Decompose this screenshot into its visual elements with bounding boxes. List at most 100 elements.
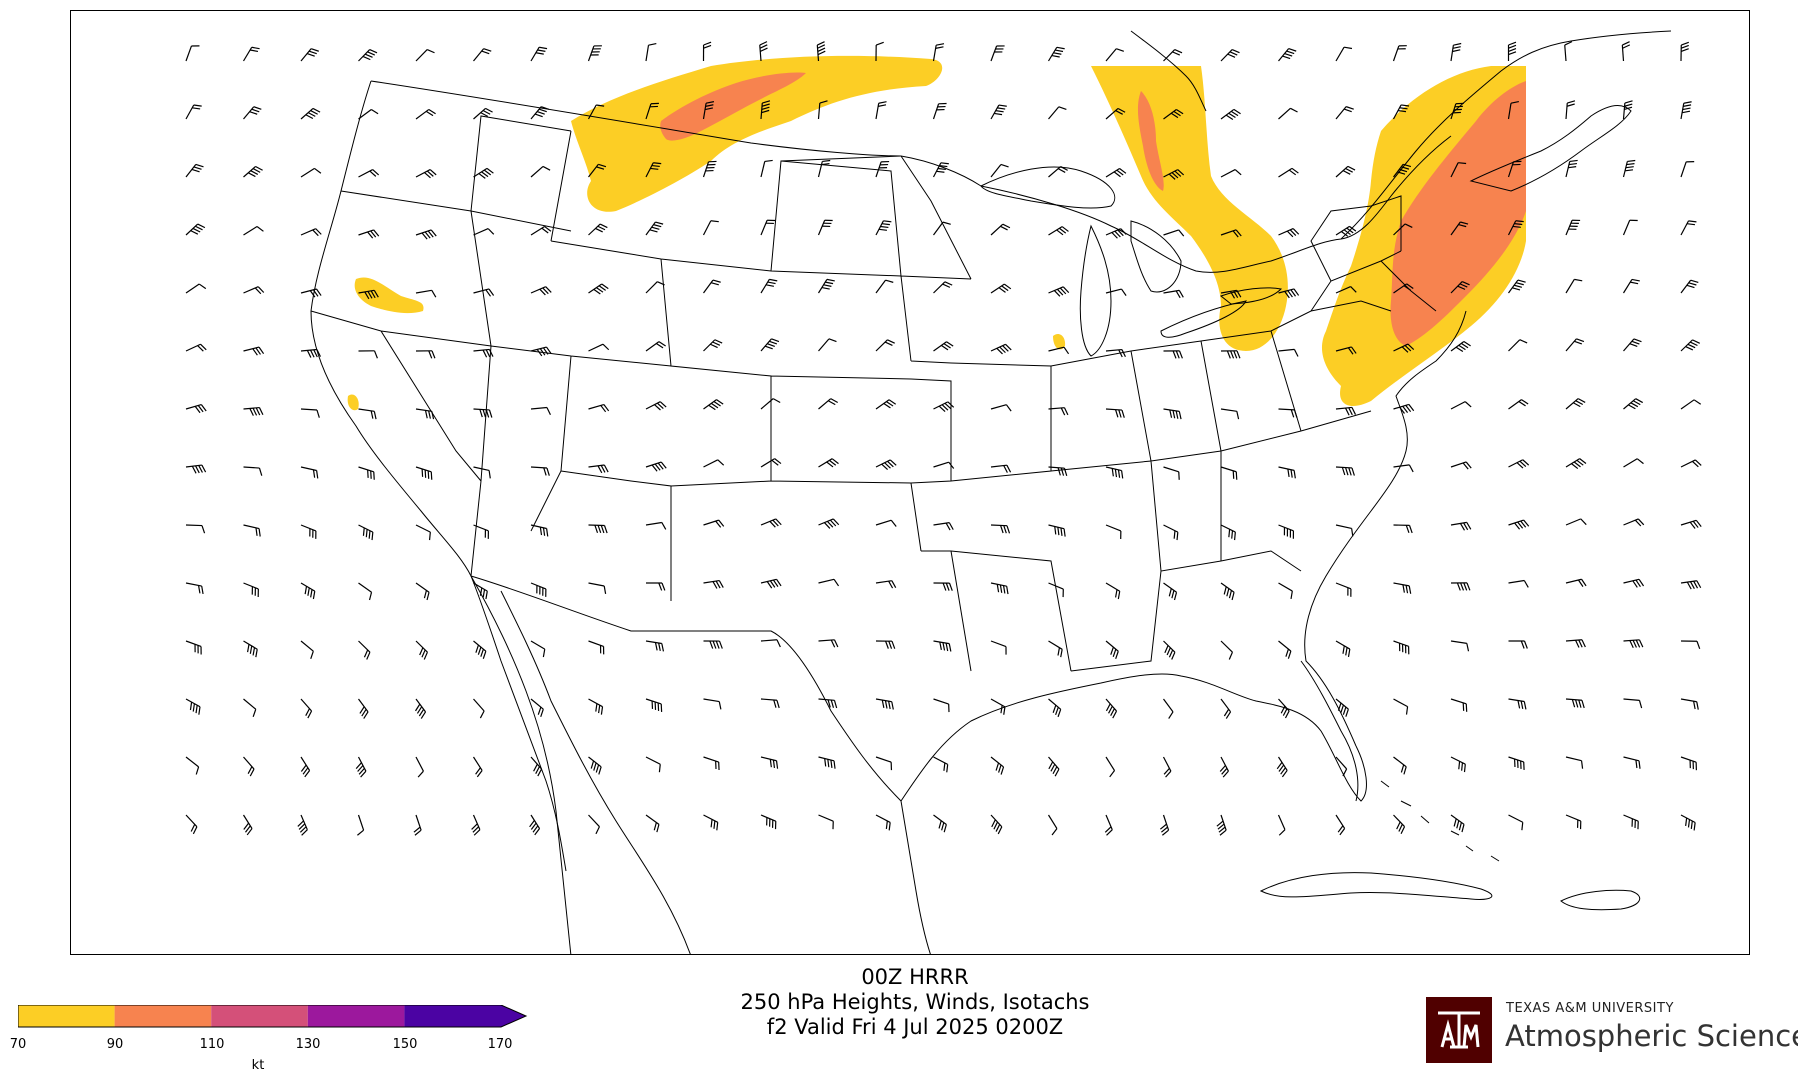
wind-barb bbox=[1335, 286, 1357, 294]
wind-barb bbox=[875, 459, 897, 471]
wind-barb bbox=[242, 814, 253, 836]
mexico-gulf-coastline bbox=[900, 800, 931, 954]
wind-barb bbox=[760, 278, 778, 294]
wind-barb bbox=[645, 401, 667, 411]
wind-barb bbox=[1105, 167, 1127, 178]
wind-barb bbox=[471, 814, 481, 836]
wind-barb bbox=[1335, 524, 1354, 537]
wind-barb-layer bbox=[185, 41, 1702, 836]
wind-barb bbox=[818, 639, 839, 648]
wind-barb bbox=[358, 108, 379, 120]
lake-superior bbox=[980, 166, 1116, 209]
wind-barb bbox=[358, 49, 378, 62]
wind-barb bbox=[1564, 41, 1573, 62]
wind-barb bbox=[933, 281, 953, 294]
wind-barb bbox=[645, 102, 659, 120]
wind-barb bbox=[1565, 698, 1585, 709]
wind-barb bbox=[588, 283, 609, 295]
wind-barb bbox=[1507, 100, 1519, 120]
wind-barb bbox=[1105, 466, 1124, 479]
wind-barb bbox=[185, 163, 204, 178]
wind-barb bbox=[1621, 41, 1631, 62]
wind-barb bbox=[1220, 48, 1240, 62]
wind-barb bbox=[645, 521, 667, 530]
wind-barb bbox=[1393, 464, 1414, 473]
wind-barb bbox=[300, 756, 311, 778]
wind-barb bbox=[415, 524, 431, 541]
wind-barb bbox=[818, 814, 834, 830]
wind-barb bbox=[702, 101, 715, 120]
wind-barb bbox=[932, 162, 949, 178]
wind-barb bbox=[473, 524, 489, 539]
wind-barb bbox=[415, 108, 436, 120]
wind-barb bbox=[875, 814, 891, 831]
wind-barb bbox=[933, 401, 955, 413]
wind-barb bbox=[473, 348, 494, 358]
wind-barb bbox=[1163, 582, 1178, 601]
wind-barb bbox=[1048, 698, 1062, 718]
wind-barb bbox=[933, 461, 955, 469]
gulf-coastline bbox=[900, 673, 1367, 802]
wind-barb bbox=[1047, 46, 1065, 62]
wind-barb bbox=[875, 101, 887, 120]
wind-barb bbox=[1220, 640, 1234, 660]
wind-barb bbox=[1220, 350, 1241, 359]
wind-barb bbox=[358, 466, 375, 480]
wind-barb bbox=[185, 404, 207, 414]
wind-barb bbox=[185, 223, 206, 236]
wind-barb bbox=[530, 225, 552, 236]
wind-barb bbox=[1393, 524, 1413, 534]
wind-barb bbox=[1278, 408, 1298, 418]
wind-barb bbox=[703, 756, 720, 771]
wind-barb bbox=[1278, 48, 1297, 62]
colorbar-tick-150: 150 bbox=[392, 1037, 418, 1052]
wind-barb bbox=[990, 283, 1012, 294]
wind-barb bbox=[1450, 221, 1469, 236]
wind-barb bbox=[185, 104, 202, 120]
wind-barb bbox=[818, 698, 838, 709]
wind-barb bbox=[1450, 42, 1462, 62]
wind-barb bbox=[1277, 814, 1286, 836]
tamu-logo: TEXAS A&M UNIVERSITY Atmospheric Science… bbox=[1426, 997, 1798, 1063]
wind-barb bbox=[645, 582, 666, 591]
wind-barb bbox=[243, 756, 255, 777]
wind-barb bbox=[530, 286, 552, 296]
wind-barb bbox=[703, 339, 723, 352]
colorbar-outline bbox=[18, 1005, 528, 1028]
wind-barb bbox=[530, 640, 546, 658]
wind-barb bbox=[875, 756, 893, 771]
wind-barb bbox=[703, 459, 725, 468]
wind-barb bbox=[473, 228, 495, 236]
wind-barb bbox=[358, 169, 380, 178]
wind-barb bbox=[473, 640, 487, 659]
wind-barb bbox=[933, 756, 949, 773]
wind-barb bbox=[529, 814, 541, 836]
wind-barb bbox=[1565, 814, 1582, 830]
wind-barb bbox=[1048, 582, 1064, 598]
wind-barb bbox=[1507, 160, 1522, 178]
wind-barb bbox=[415, 49, 435, 62]
wind-barb bbox=[1450, 340, 1471, 353]
wind-barb bbox=[702, 160, 717, 178]
wind-barb bbox=[875, 698, 894, 710]
wind-barb bbox=[1393, 403, 1415, 414]
wind-barb bbox=[760, 814, 777, 830]
wind-barb bbox=[1278, 167, 1299, 178]
wind-barb bbox=[932, 43, 945, 62]
wind-barb bbox=[1048, 466, 1068, 477]
wind-barb bbox=[1105, 698, 1118, 719]
wind-barb bbox=[1450, 698, 1468, 712]
lake-michigan bbox=[1079, 224, 1112, 357]
wind-barb bbox=[1048, 106, 1067, 120]
wind-barb bbox=[1393, 814, 1406, 835]
wind-barb bbox=[588, 814, 600, 835]
wind-barb bbox=[702, 41, 712, 62]
wind-barb bbox=[185, 524, 206, 534]
wind-barb bbox=[1680, 41, 1689, 62]
wind-barb bbox=[1392, 104, 1410, 120]
colorbar-extend-arrow bbox=[501, 1005, 526, 1027]
wind-barb bbox=[645, 814, 660, 833]
wind-barb bbox=[1105, 756, 1116, 778]
wind-barb bbox=[818, 518, 840, 529]
wind-barb bbox=[1220, 524, 1236, 541]
